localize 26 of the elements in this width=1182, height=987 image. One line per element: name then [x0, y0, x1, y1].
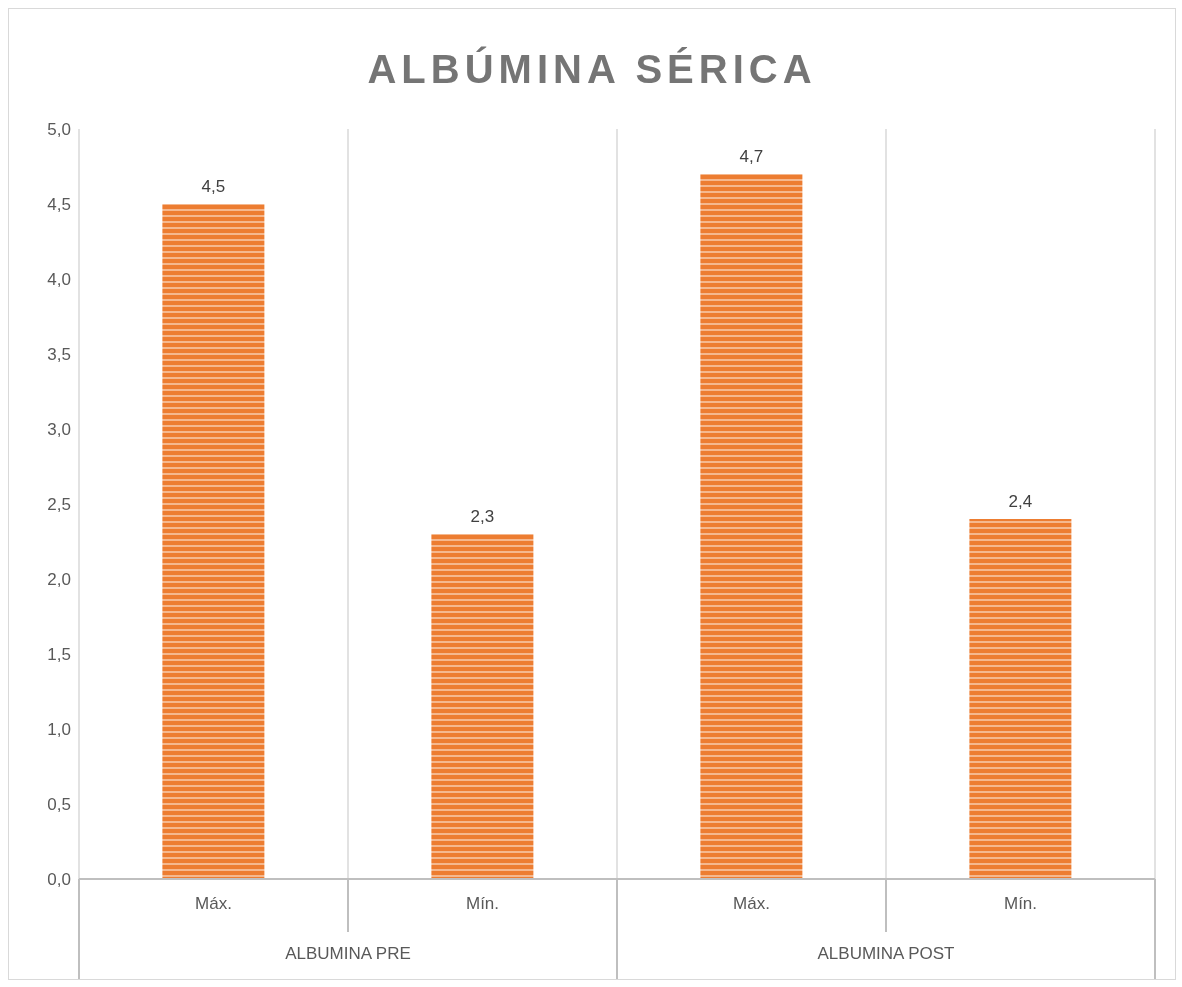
y-tick-label: 4,0 [47, 270, 71, 290]
x-tick-label: Máx. [195, 894, 232, 913]
data-label: 4,7 [739, 147, 764, 166]
y-tick-label: 2,0 [47, 570, 71, 590]
y-tick-label: 3,5 [47, 345, 71, 365]
text: ALBUMINA PRE [285, 944, 411, 963]
y-tick-label: 1,5 [47, 645, 71, 665]
data-label: 4,5 [201, 177, 226, 196]
y-tick-label: 1,0 [47, 720, 71, 740]
y-tick-label: 5,0 [47, 120, 71, 140]
chart-title: ALBÚMINA SÉRICA [366, 45, 818, 93]
data-label: 2,3 [470, 507, 495, 526]
bar [969, 519, 1072, 879]
y-tick-label: 2,5 [47, 495, 71, 515]
x-tick-label: Mín. [465, 894, 500, 913]
y-tick-label: 0,0 [47, 870, 71, 890]
y-tick-label: 3,0 [47, 420, 71, 440]
bar [700, 174, 803, 879]
bar [162, 204, 265, 879]
y-tick-label: 4,5 [47, 195, 71, 215]
x-tick-label: Máx. [733, 894, 770, 913]
y-tick-label: 0,5 [47, 795, 71, 815]
x-tick-label: Mín. [1003, 894, 1038, 913]
bar [431, 534, 534, 879]
data-label: 2,4 [1008, 492, 1033, 511]
text: ALBUMINA POST [817, 944, 955, 963]
